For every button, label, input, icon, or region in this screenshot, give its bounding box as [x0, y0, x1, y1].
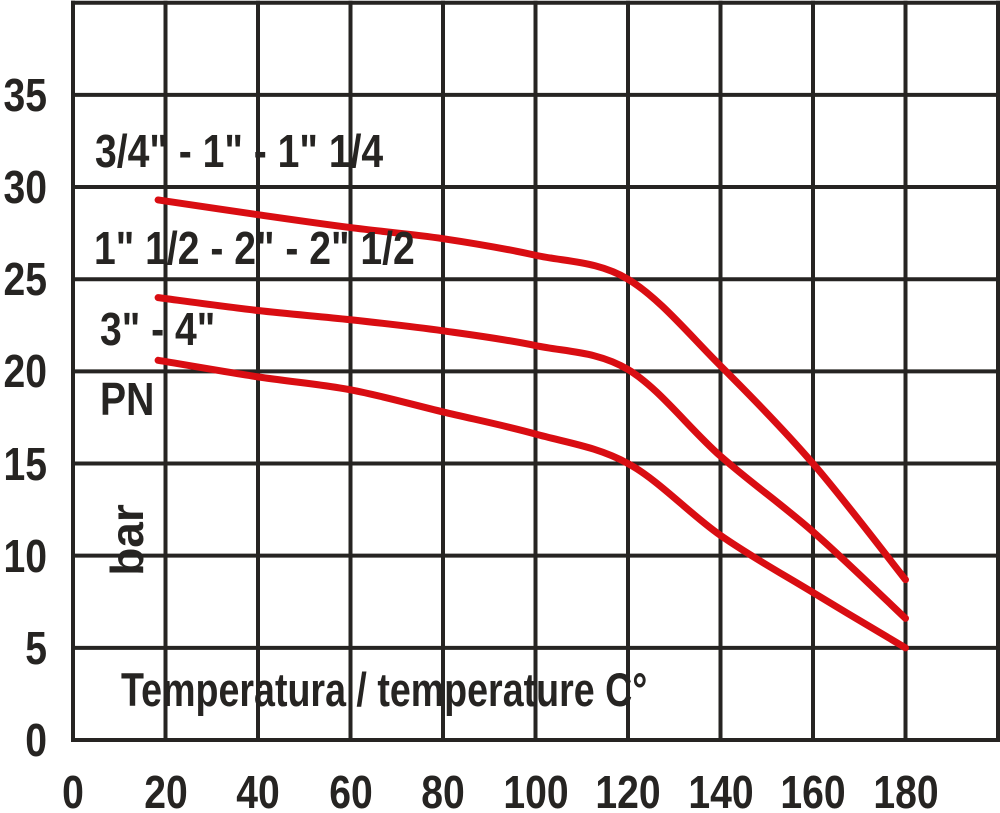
series-label-1: 1" 1/2 - 2" - 2" 1/2 [94, 222, 415, 274]
series-label-2: 3" - 4" [100, 303, 216, 355]
curve-0 [154, 196, 909, 584]
y-tick-label: 5 [25, 621, 47, 674]
x-tick-label: 160 [780, 766, 846, 813]
y-tick-label: 15 [3, 437, 47, 490]
y-tick-label: 25 [3, 253, 47, 306]
y-tick-label: 10 [3, 529, 47, 582]
y-tick-label: 20 [3, 345, 47, 398]
x-tick-label: 100 [502, 766, 569, 813]
x-tick-label: 60 [328, 766, 373, 813]
y-axis-unit-label: bar [101, 504, 153, 576]
series-label-0: 3/4" - 1" - 1" 1/4 [95, 125, 384, 177]
x-tick-label: 40 [236, 766, 280, 813]
x-tick-label: 180 [872, 766, 939, 813]
curve-2 [154, 356, 909, 652]
x-tick-label: 140 [687, 766, 754, 813]
y-tick-label: 0 [25, 714, 47, 766]
y-tick-label: 30 [3, 161, 47, 214]
x-tick-label: 20 [143, 766, 188, 813]
x-tick-label: 80 [421, 766, 465, 813]
x-tick-label: 120 [595, 766, 661, 813]
curve-1 [154, 294, 909, 622]
y-tick-label: 35 [3, 68, 47, 121]
x-tick-label: 0 [62, 766, 84, 813]
x-axis-title: Temperatura / temperature C° [121, 663, 648, 716]
y-axis-quantity-label: PN [100, 373, 155, 425]
